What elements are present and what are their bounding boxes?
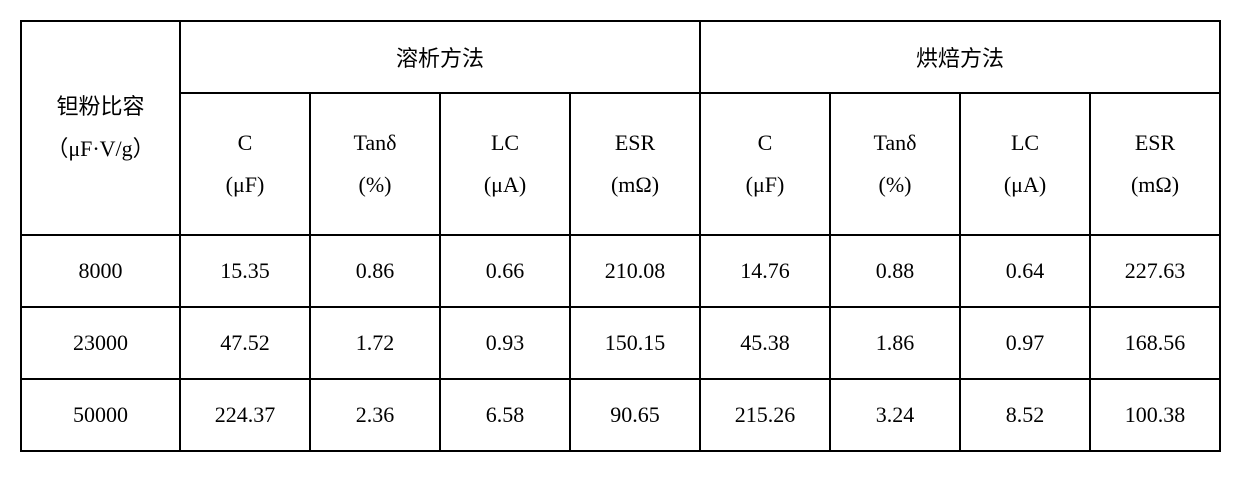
row-header-top: 钽粉比容 <box>22 86 179 128</box>
group-header-0: 溶析方法 <box>180 21 700 93</box>
table-header-sub-row: C(μF) Tanδ(%) LC(μA) ESR(mΩ) C(μF) Tanδ(… <box>21 93 1220 235</box>
cell: 3.24 <box>830 379 960 451</box>
row-key: 8000 <box>21 235 180 307</box>
sub-header-6: LC(μA) <box>960 93 1090 235</box>
cell: 0.66 <box>440 235 570 307</box>
cell: 0.93 <box>440 307 570 379</box>
sub-header-7: ESR(mΩ) <box>1090 93 1220 235</box>
comparison-table: 钽粉比容 （μF·V/g） 溶析方法 烘焙方法 C(μF) Tanδ(%) LC… <box>20 20 1221 452</box>
cell: 14.76 <box>700 235 830 307</box>
cell: 15.35 <box>180 235 310 307</box>
cell: 224.37 <box>180 379 310 451</box>
cell: 150.15 <box>570 307 700 379</box>
cell: 1.86 <box>830 307 960 379</box>
sub-header-1: Tanδ(%) <box>310 93 440 235</box>
cell: 0.64 <box>960 235 1090 307</box>
cell: 45.38 <box>700 307 830 379</box>
cell: 8.52 <box>960 379 1090 451</box>
table-row: 8000 15.35 0.86 0.66 210.08 14.76 0.88 0… <box>21 235 1220 307</box>
cell: 2.36 <box>310 379 440 451</box>
row-key: 50000 <box>21 379 180 451</box>
cell: 100.38 <box>1090 379 1220 451</box>
cell: 1.72 <box>310 307 440 379</box>
row-key: 23000 <box>21 307 180 379</box>
group-header-1: 烘焙方法 <box>700 21 1220 93</box>
sub-header-4: C(μF) <box>700 93 830 235</box>
cell: 0.97 <box>960 307 1090 379</box>
sub-header-0: C(μF) <box>180 93 310 235</box>
cell: 6.58 <box>440 379 570 451</box>
cell: 215.26 <box>700 379 830 451</box>
sub-header-3: ESR(mΩ) <box>570 93 700 235</box>
row-header-bottom: （μF·V/g） <box>22 128 179 170</box>
cell: 168.56 <box>1090 307 1220 379</box>
table-row: 50000 224.37 2.36 6.58 90.65 215.26 3.24… <box>21 379 1220 451</box>
cell: 47.52 <box>180 307 310 379</box>
table-row: 23000 47.52 1.72 0.93 150.15 45.38 1.86 … <box>21 307 1220 379</box>
cell: 90.65 <box>570 379 700 451</box>
sub-header-2: LC(μA) <box>440 93 570 235</box>
cell: 227.63 <box>1090 235 1220 307</box>
cell: 210.08 <box>570 235 700 307</box>
row-header-cell: 钽粉比容 （μF·V/g） <box>21 21 180 235</box>
table-header-group-row: 钽粉比容 （μF·V/g） 溶析方法 烘焙方法 <box>21 21 1220 93</box>
cell: 0.88 <box>830 235 960 307</box>
cell: 0.86 <box>310 235 440 307</box>
sub-header-5: Tanδ(%) <box>830 93 960 235</box>
